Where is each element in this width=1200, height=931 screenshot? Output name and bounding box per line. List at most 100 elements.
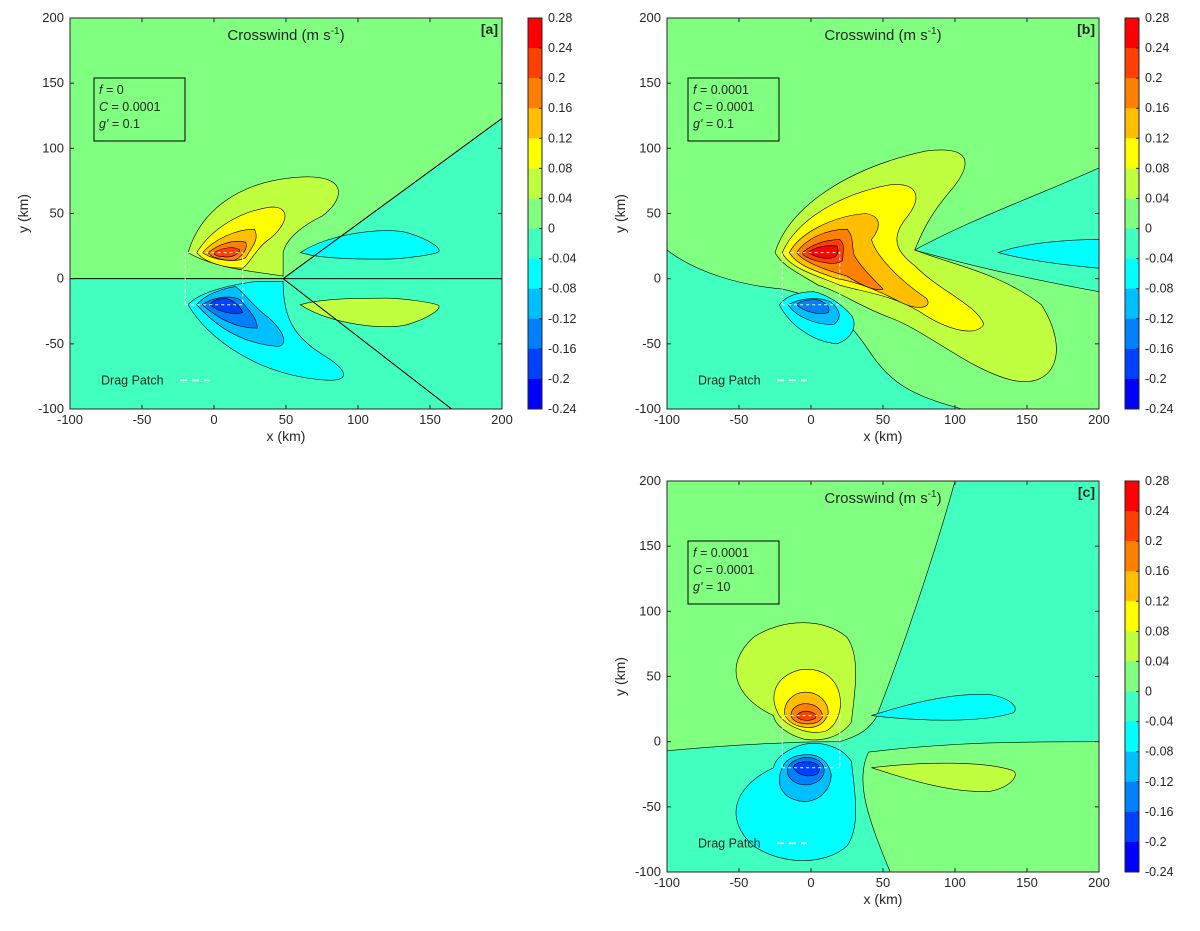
colorbar-tick-label: -0.2 [1145, 835, 1167, 849]
drag-patch-label: Drag Patch [698, 373, 761, 387]
colorbar-tick-label: 0.16 [1145, 564, 1169, 578]
colorbar-swatch [1125, 198, 1139, 230]
colorbar-swatch [528, 288, 542, 320]
colorbar-swatch [528, 18, 542, 49]
x-tick-label: 100 [944, 412, 966, 427]
panel-label: [c] [1078, 484, 1095, 500]
colorbar-swatch [528, 108, 542, 139]
x-tick-label: 150 [419, 412, 441, 427]
param-symbol: f [693, 546, 698, 560]
colorbar-tick-label: 0.2 [1145, 71, 1162, 85]
title-end: ) [937, 27, 942, 44]
x-tick-label: 100 [944, 875, 966, 890]
wake-positive-band [871, 763, 1015, 791]
param-symbol: g' [99, 117, 109, 131]
param-symbol: C [693, 563, 703, 577]
colorbar-tick-label: -0.16 [1145, 805, 1174, 819]
colorbar-swatch [1125, 721, 1139, 753]
colorbar-swatch [1125, 258, 1139, 290]
params-box [93, 77, 186, 142]
colorbar-tick-label: 0 [1145, 222, 1152, 236]
colorbar-swatch [1125, 631, 1139, 662]
plot-area [667, 18, 1099, 409]
colorbar-swatch [528, 198, 542, 230]
plot-area [70, 18, 502, 409]
colorbar-swatch [1125, 511, 1139, 542]
colorbar-tick-label: 0.12 [1145, 594, 1169, 608]
y-axis-label: y (km) [15, 194, 31, 233]
colorbar-swatch [1125, 781, 1139, 813]
param-value: = 10 [702, 580, 730, 594]
colorbar-tick-label: 0.24 [1145, 504, 1169, 518]
colorbar-tick-label: -0.04 [1145, 715, 1174, 729]
panel-label: [a] [481, 21, 498, 37]
y-tick-label: 150 [639, 75, 661, 90]
x-tick-label: 200 [491, 412, 513, 427]
colorbar-swatch [1125, 18, 1139, 49]
x-axis-label: x (km) [864, 428, 903, 444]
colorbar-tick-label: -0.12 [1145, 312, 1174, 326]
colorbar-swatch [1125, 601, 1139, 632]
colorbar-swatch [528, 168, 542, 199]
y-tick-label: 100 [639, 603, 661, 618]
y-tick-label: 0 [654, 271, 661, 286]
param-symbol: C [99, 100, 109, 114]
colorbar-tick-label: 0.16 [548, 101, 572, 115]
colorbar-swatch [1125, 48, 1139, 79]
colorbar-tick-label: 0.2 [1145, 534, 1162, 548]
y-tick-label: 0 [654, 734, 661, 749]
colorbar-swatch [1125, 571, 1139, 602]
drag-patch-outline [782, 253, 840, 305]
x-tick-label: 0 [210, 412, 217, 427]
x-axis-label: x (km) [267, 428, 306, 444]
x-tick-label: 50 [279, 412, 293, 427]
colorbar-tick-label: -0.24 [1145, 865, 1174, 879]
wake-contour-upper [283, 118, 502, 278]
param-value: = 0.0001 [696, 83, 749, 97]
y-tick-label: 200 [639, 10, 661, 25]
colorbar-tick-label: -0.16 [548, 342, 577, 356]
y-axis-label: y (km) [612, 194, 628, 233]
colorbar-tick-label: 0.28 [1145, 11, 1169, 25]
colorbar-swatch [528, 48, 542, 79]
colorbar-swatch [528, 78, 542, 109]
x-axis-label: x (km) [864, 891, 903, 907]
colorbar-swatch [1125, 228, 1139, 260]
y-tick-label: 100 [42, 140, 64, 155]
wake-positive-band [300, 298, 439, 327]
colorbar-tick-label: -0.04 [548, 252, 577, 266]
colorbar-tick-label: 0 [1145, 685, 1152, 699]
y-tick-label: 200 [639, 473, 661, 488]
panel-a: -100 -50 0 50 100 150 200 -100 -50 0 50 100 150 200 x … [15, 10, 513, 444]
colorbar-swatch [528, 378, 542, 410]
y-tick-label: -100 [635, 864, 661, 879]
colorbar-tick-label: 0.28 [548, 11, 572, 25]
panel-b: -100 -50 0 50 100 150 200 -100 -50 0 50 100 150 200 x … [612, 10, 1110, 444]
positive-band-0.24 [808, 246, 838, 259]
param-value: = 0 [102, 83, 123, 97]
title-main: Crosswind (m s [227, 27, 330, 44]
colorbar-tick-label: -0.08 [1145, 282, 1174, 296]
wake-contour-lower [283, 279, 451, 409]
x-tick-label: -100 [654, 412, 680, 427]
colorbar-swatch [528, 318, 542, 350]
colorbar-tick-label: 0.24 [1145, 41, 1169, 55]
drag-patch-outline [782, 716, 840, 768]
y-axis-label: y (km) [612, 657, 628, 696]
colorbar-tick-label: 0.04 [548, 191, 572, 205]
colorbar-tick-label: 0.28 [1145, 474, 1169, 488]
x-tick-label: 0 [807, 875, 814, 890]
x-tick-label: 50 [876, 412, 890, 427]
colorbar-tick-label: 0 [548, 222, 555, 236]
colorbar-frame [1124, 480, 1140, 873]
plot-title: Crosswind (m s-1) [227, 26, 344, 44]
title-superscript: -1 [928, 26, 937, 37]
title-main: Crosswind (m s [824, 490, 927, 507]
param-value: = 0.0001 [108, 100, 161, 114]
contour-bands [667, 150, 1099, 409]
param-value: = 0.0001 [702, 100, 755, 114]
y-tick-label: 100 [639, 140, 661, 155]
x-tick-label: 150 [1016, 875, 1038, 890]
x-tick-label: 150 [1016, 412, 1038, 427]
